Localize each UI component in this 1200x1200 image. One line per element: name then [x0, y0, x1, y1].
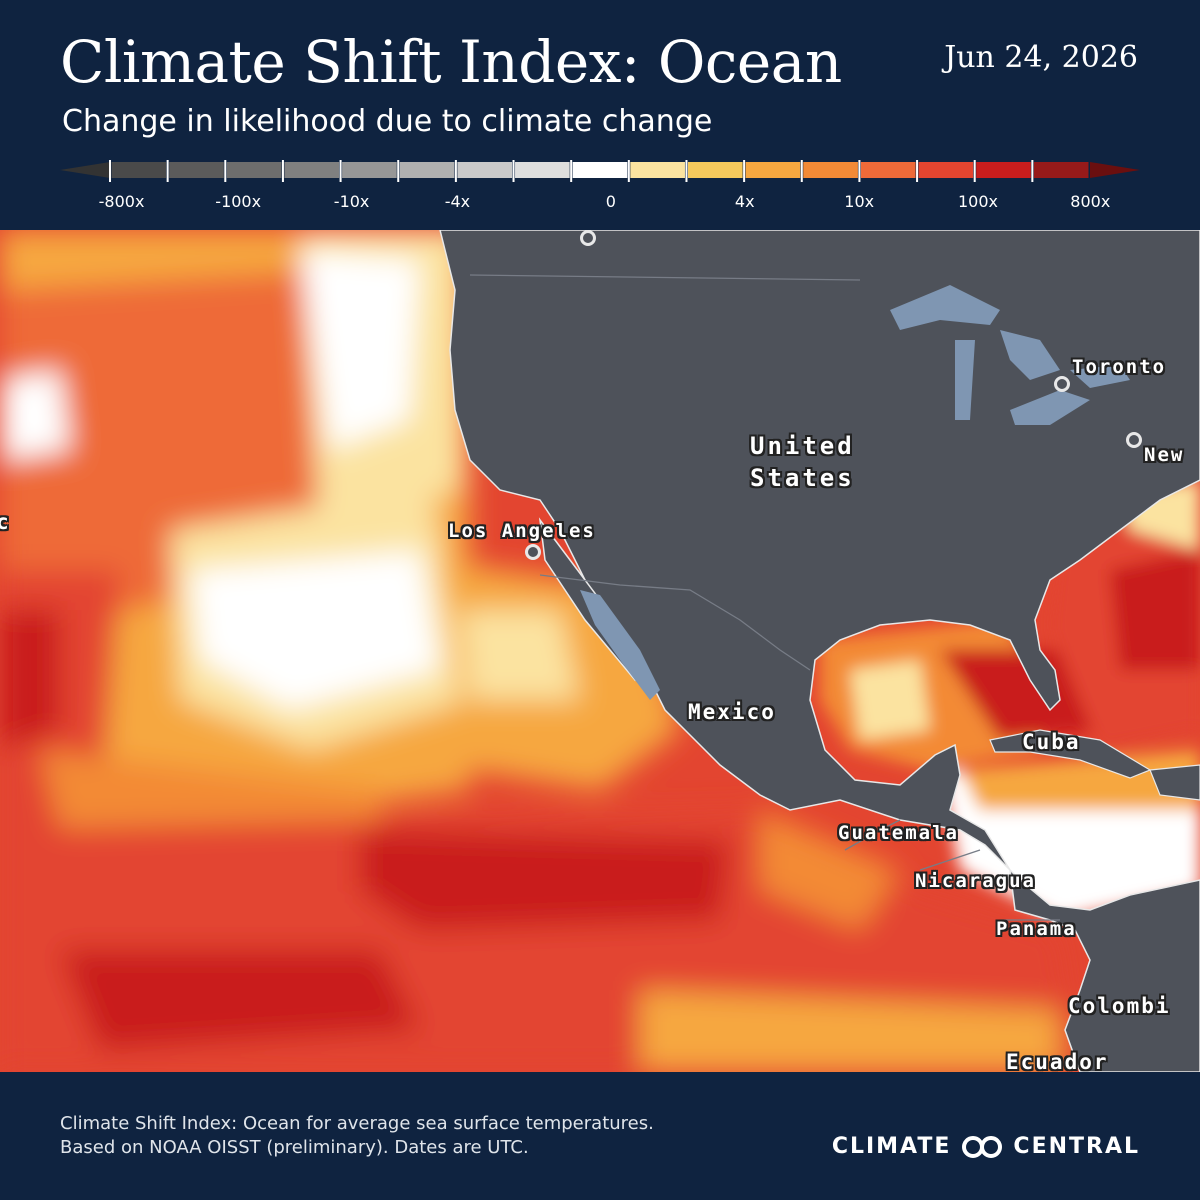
legend-swatch [860, 162, 916, 178]
label-toronto: Toronto [1072, 356, 1167, 378]
label-ecuador: Ecuador [1006, 1050, 1109, 1072]
brand-left: CLIMATE [831, 1134, 952, 1159]
legend-swatch [284, 162, 340, 178]
legend-arrow-right [1090, 162, 1140, 178]
footer: Climate Shift Index: Ocean for average s… [0, 1072, 1200, 1200]
legend-swatch [687, 162, 743, 178]
legend-swatch [457, 162, 513, 178]
legend-swatch [169, 162, 224, 178]
legend-tick [627, 160, 630, 182]
legend-tick [281, 160, 284, 182]
legend-tick [973, 160, 976, 182]
sst-map: United States Mexico Los Angeles Toronto … [0, 230, 1200, 1072]
label-new-york: New [1144, 444, 1185, 466]
toronto-marker [1054, 376, 1070, 392]
legend-tick [570, 160, 573, 182]
label-los-angeles: Los Angeles [448, 520, 596, 542]
legend-swatch [976, 162, 1031, 178]
brand-right: CENTRAL [1013, 1134, 1140, 1159]
footnote-line-2: Based on NOAA OISST (preliminary). Dates… [60, 1137, 529, 1158]
footnote: Climate Shift Index: Ocean for average s… [60, 1112, 654, 1160]
legend-swatch [111, 162, 167, 178]
brand-logo: CLIMATE CENTRAL [832, 1134, 1140, 1159]
legend-tick-label: 4x [734, 192, 755, 211]
city-marker-top [580, 230, 596, 246]
label-united-states: United States [750, 432, 855, 492]
legend-tick [166, 160, 169, 182]
legend-tick [512, 160, 515, 182]
country-borders [469, 274, 1060, 921]
hispaniola-land [1149, 764, 1200, 801]
legend-swatch [803, 162, 858, 178]
header: Climate Shift Index: Ocean Jun 24, 2026 … [0, 0, 1200, 230]
color-scale-legend: -800x -100x -10x -4x 0 4x 10x 100x 800x [60, 160, 1140, 220]
legend-tick-label: 800x [1070, 192, 1111, 211]
date-label: Jun 24, 2026 [944, 40, 1138, 75]
legend-tick-label: -4x [444, 192, 471, 211]
los-angeles-marker [525, 544, 541, 560]
legend-swatch [918, 162, 974, 178]
legend-swatch [515, 162, 570, 178]
legend-tick [397, 160, 400, 182]
legend-swatch [630, 162, 685, 178]
legend-tick [339, 160, 342, 182]
legend-tick-label: 0 [605, 192, 616, 211]
legend-tick-label: -10x [333, 192, 370, 211]
label-panama: Panama [996, 918, 1077, 940]
legend-swatch [342, 162, 397, 178]
map-canvas [0, 230, 1200, 1072]
cuba-land [989, 729, 1152, 779]
great-lakes [890, 285, 1130, 425]
legend-tick-label: -800x [98, 192, 145, 211]
label-pacific-partial: c [0, 510, 11, 534]
legend-tick [743, 160, 746, 182]
label-nicaragua: Nicaragua [915, 870, 1036, 892]
legend-tick-label: 10x [844, 192, 875, 211]
legend-tick [1031, 160, 1034, 182]
legend-swatch [572, 162, 628, 178]
legend-swatch [745, 162, 801, 178]
label-guatemala: Guatemala [838, 822, 959, 844]
legend-tick-label: -100x [215, 192, 262, 211]
new-york-marker [1126, 432, 1142, 448]
gulf-of-california [580, 590, 660, 700]
legend-tick [858, 160, 861, 182]
legend-swatch [226, 162, 282, 178]
page-subtitle: Change in likelihood due to climate chan… [62, 104, 713, 139]
footnote-line-1: Climate Shift Index: Ocean for average s… [60, 1113, 654, 1134]
legend-swatch [1033, 162, 1089, 178]
legend-swatch [399, 162, 455, 178]
legend-arrow-left [60, 162, 110, 178]
legend-tick [800, 160, 803, 182]
legend-tick-label: 100x [957, 192, 999, 211]
color-scale-bar [60, 160, 1140, 182]
legend-tick [916, 160, 919, 182]
label-mexico: Mexico [688, 700, 776, 724]
label-cuba: Cuba [1022, 730, 1081, 754]
legend-tick [685, 160, 688, 182]
legend-tick [224, 160, 227, 182]
page-title: Climate Shift Index: Ocean [60, 28, 842, 96]
sst-pacific-field [0, 230, 1080, 1072]
legend-tick [109, 160, 111, 182]
legend-tick [454, 160, 457, 182]
label-colombia: Colombi [1068, 994, 1171, 1018]
brand-rings-icon [959, 1135, 1005, 1159]
